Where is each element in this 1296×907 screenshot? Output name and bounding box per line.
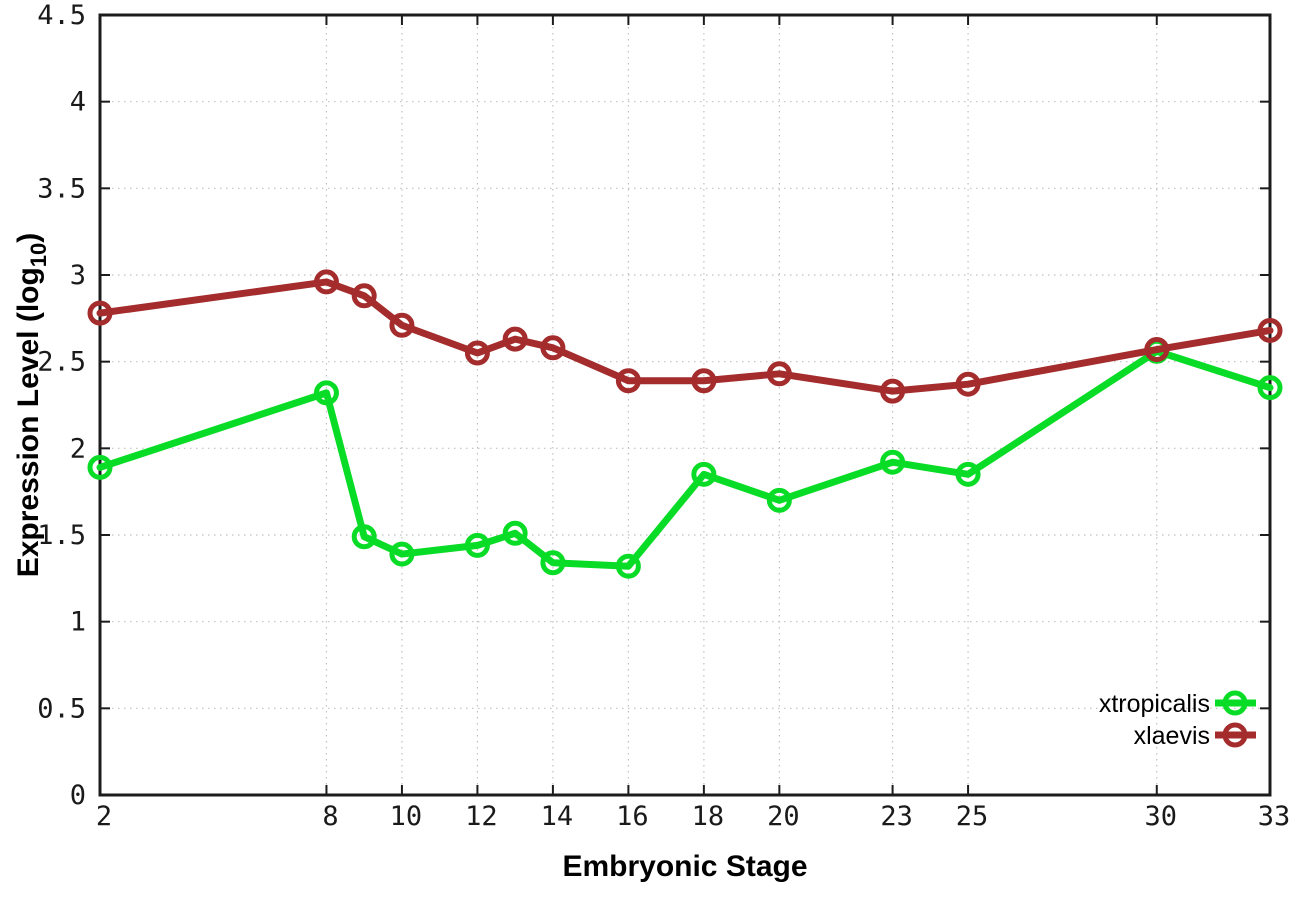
data-point-xtropicalis — [691, 461, 717, 487]
data-point-xtropicalis — [615, 553, 641, 579]
y-axis-title-close: ) — [12, 233, 45, 243]
legend-marker-xtropicalis — [1222, 690, 1248, 716]
tick-layer — [99, 14, 1271, 796]
x-tick-label: 23 — [880, 801, 913, 832]
data-point-xlaevis — [955, 371, 981, 397]
data-point-xlaevis — [880, 378, 906, 404]
grid-layer — [100, 15, 1270, 795]
data-point-xlaevis — [464, 340, 490, 366]
data-point-xtropicalis — [540, 550, 566, 576]
y-tick-label: 2.5 — [37, 347, 86, 378]
data-point-xlaevis — [389, 312, 415, 338]
y-tick-label: 3.5 — [37, 173, 86, 204]
legend-label-xlaevis: xlaevis — [1134, 722, 1210, 750]
data-point-xtropicalis — [955, 461, 981, 487]
data-point-xlaevis — [615, 368, 641, 394]
data-point-xtropicalis — [1257, 375, 1283, 401]
x-tick-label: 14 — [541, 801, 574, 832]
y-tick-label: 1 — [70, 607, 86, 638]
x-tick-label: 10 — [390, 801, 423, 832]
x-tick-label: 12 — [465, 801, 498, 832]
legend-label-xtropicalis: xtropicalis — [1099, 690, 1210, 718]
legend-marker-xlaevis — [1222, 722, 1248, 748]
x-tick-label: 8 — [322, 801, 338, 832]
data-point-xtropicalis — [502, 520, 528, 546]
x-tick-label: 20 — [767, 801, 800, 832]
data-point-xtropicalis — [87, 454, 113, 480]
series-line-xlaevis — [96, 278, 1274, 395]
data-point-xlaevis — [351, 283, 377, 309]
x-tick-label: 25 — [956, 801, 989, 832]
series-layer — [87, 269, 1283, 579]
y-tick-label: 3 — [70, 260, 86, 291]
legend: xtropicalis xlaevis — [1099, 690, 1256, 750]
data-point-xlaevis — [87, 300, 113, 326]
tick-label-layer: 0 0.5 1 1.5 2 2.5 3 3.5 4 4.5 2 8 10 12 14 16 18 20 23 25 30… — [37, 0, 1290, 832]
x-tick-label: 30 — [1145, 801, 1178, 832]
data-point-xtropicalis — [766, 487, 792, 513]
y-tick-label: 4.5 — [37, 0, 86, 31]
y-tick-label: 0 — [70, 780, 86, 811]
y-tick-label: 2 — [70, 433, 86, 464]
x-tick-label: 18 — [692, 801, 725, 832]
data-point-xtropicalis — [389, 541, 415, 567]
x-tick-label: 2 — [96, 801, 112, 832]
series-line-xtropicalis — [96, 347, 1274, 570]
data-point-xlaevis — [1144, 337, 1170, 363]
x-tick-label: 33 — [1258, 801, 1291, 832]
legend-item-xlaevis: xlaevis — [1134, 722, 1256, 750]
data-point-xlaevis — [502, 326, 528, 352]
data-point-xlaevis — [691, 368, 717, 394]
y-axis-title-main: Expression Level (log — [12, 267, 45, 577]
y-tick-label: 4 — [70, 87, 86, 118]
legend-item-xtropicalis: xtropicalis — [1099, 690, 1256, 718]
data-point-xtropicalis — [313, 380, 339, 406]
data-point-xlaevis — [1257, 317, 1283, 343]
y-tick-label: 1.5 — [37, 520, 86, 551]
data-point-xlaevis — [766, 361, 792, 387]
x-axis-title: Embryonic Stage — [562, 850, 807, 883]
data-point-xtropicalis — [351, 524, 377, 550]
data-point-xlaevis — [313, 269, 339, 295]
data-point-xtropicalis — [464, 532, 490, 558]
y-axis-title-subscript: 10 — [26, 243, 51, 267]
data-point-xtropicalis — [880, 449, 906, 475]
y-axis-title: Expression Level (log10) — [12, 233, 51, 578]
y-tick-label: 0.5 — [37, 693, 86, 724]
x-tick-label: 16 — [616, 801, 649, 832]
data-point-xlaevis — [540, 335, 566, 361]
plot-area-border — [98, 13, 1272, 797]
